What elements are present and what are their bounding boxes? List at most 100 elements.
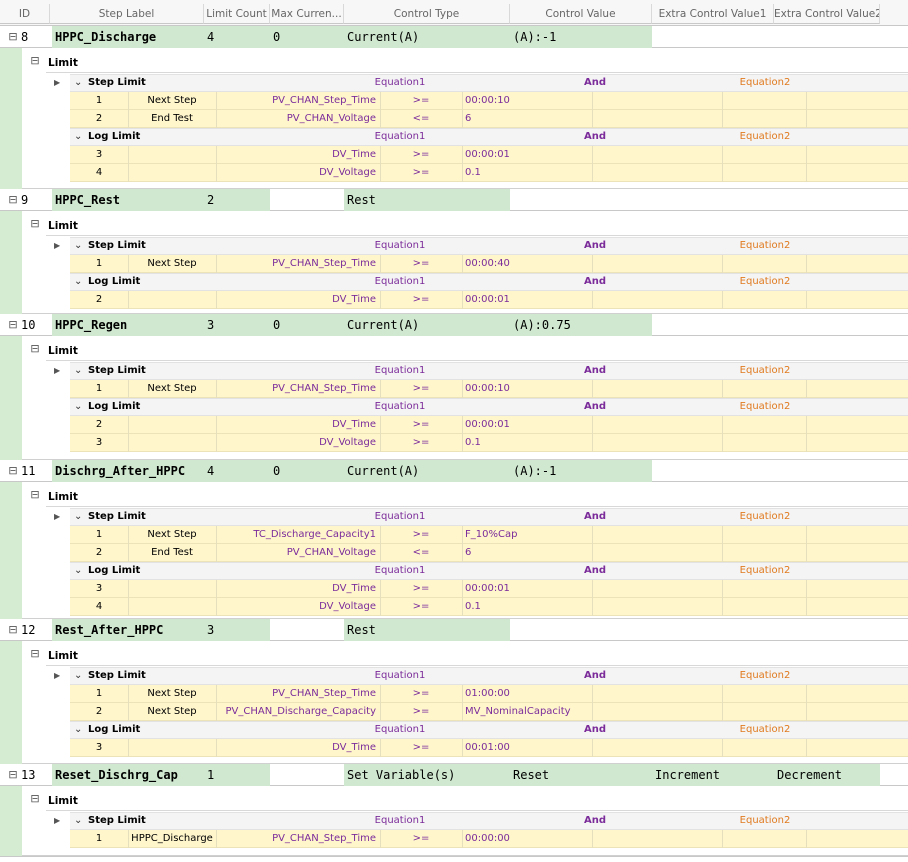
- limit-operator[interactable]: <=: [412, 113, 430, 124]
- limit-action[interactable]: Next Step: [147, 383, 197, 394]
- max-current-cell[interactable]: 0: [270, 460, 344, 482]
- limit-count-cell[interactable]: 1: [204, 764, 270, 786]
- limit-variable[interactable]: TC_Discharge_Capacity1: [253, 529, 376, 540]
- limit-operator[interactable]: >=: [412, 149, 430, 160]
- limit-row[interactable]: [70, 416, 908, 434]
- limit-variable[interactable]: DV_Time: [332, 149, 376, 160]
- extra-value2-cell[interactable]: Decrement: [774, 764, 880, 786]
- max-current-cell[interactable]: [270, 764, 344, 786]
- limit-row[interactable]: [70, 598, 908, 616]
- col-id-header[interactable]: ID: [0, 4, 50, 24]
- extra-value2-cell[interactable]: [774, 26, 880, 48]
- expand-arrow-icon[interactable]: ▶: [54, 512, 61, 521]
- limit-operator[interactable]: >=: [412, 419, 430, 430]
- extra-value1-cell[interactable]: [652, 619, 774, 641]
- limit-variable[interactable]: DV_Time: [332, 742, 376, 753]
- limit-operator[interactable]: >=: [412, 167, 430, 178]
- col-extra-value1-header[interactable]: Extra Control Value1: [652, 4, 774, 24]
- expand-arrow-icon[interactable]: ▶: [54, 816, 61, 825]
- limit-row[interactable]: [70, 544, 908, 562]
- max-current-cell[interactable]: [270, 189, 344, 211]
- limit-row[interactable]: [70, 830, 908, 848]
- limit-count-cell[interactable]: 3: [204, 619, 270, 641]
- limit-row[interactable]: [70, 739, 908, 757]
- limit-row[interactable]: [70, 164, 908, 182]
- col-control-type-header[interactable]: Control Type: [344, 4, 510, 24]
- control-type-cell[interactable]: Current(A): [344, 26, 510, 48]
- limit-action[interactable]: Next Step: [147, 688, 197, 699]
- limit-operator[interactable]: >=: [412, 706, 430, 717]
- chevron-down-icon[interactable]: ⌄: [74, 815, 83, 826]
- limit-value[interactable]: 0.1: [465, 601, 481, 612]
- control-value-cell[interactable]: [510, 189, 652, 211]
- limit-action[interactable]: HPPC_Discharge: [131, 833, 213, 844]
- extra-value2-cell[interactable]: [774, 460, 880, 482]
- max-current-cell[interactable]: 0: [270, 314, 344, 336]
- control-type-cell[interactable]: Current(A): [344, 314, 510, 336]
- limit-value[interactable]: 00:00:01: [465, 294, 510, 305]
- limit-action[interactable]: [128, 146, 216, 164]
- limit-value[interactable]: F_10%Cap: [465, 529, 518, 540]
- limit-value[interactable]: 01:00:00: [465, 688, 510, 699]
- limit-operator[interactable]: >=: [412, 688, 430, 699]
- limit-action[interactable]: Next Step: [147, 258, 197, 269]
- chevron-down-icon[interactable]: ⌄: [74, 131, 83, 142]
- limit-action[interactable]: Next Step: [147, 706, 197, 717]
- limit-variable[interactable]: PV_CHAN_Voltage: [286, 113, 376, 124]
- limit-row[interactable]: [70, 434, 908, 452]
- limit-operator[interactable]: >=: [412, 583, 430, 594]
- limit-row[interactable]: [70, 526, 908, 544]
- expand-arrow-icon[interactable]: ▶: [54, 241, 61, 250]
- col-limit-count-header[interactable]: Limit Count: [204, 4, 270, 24]
- extra-value1-cell[interactable]: [652, 26, 774, 48]
- limit-variable[interactable]: DV_Voltage: [319, 601, 376, 612]
- limit-action[interactable]: Next Step: [147, 529, 197, 540]
- step-label-cell[interactable]: Dischrg_After_HPPC: [52, 460, 204, 482]
- expand-arrow-icon[interactable]: ▶: [54, 366, 61, 375]
- limit-collapse-icon[interactable]: ⊟: [30, 342, 40, 355]
- collapse-toggle-icon[interactable]: ⊟: [8, 318, 18, 331]
- limit-variable[interactable]: PV_CHAN_Voltage: [286, 547, 376, 558]
- col-max-current-header[interactable]: Max Curren...: [270, 4, 344, 24]
- control-type-cell[interactable]: Rest: [344, 189, 510, 211]
- limit-variable[interactable]: PV_CHAN_Step_Time: [272, 688, 376, 699]
- limit-operator[interactable]: >=: [412, 601, 430, 612]
- limit-variable[interactable]: DV_Time: [332, 294, 376, 305]
- limit-row[interactable]: [70, 580, 908, 598]
- collapse-toggle-icon[interactable]: ⊟: [8, 193, 18, 206]
- col-control-value-header[interactable]: Control Value: [510, 4, 652, 24]
- expand-arrow-icon[interactable]: ▶: [54, 671, 61, 680]
- extra-value1-cell[interactable]: [652, 314, 774, 336]
- control-value-cell[interactable]: (A):0.75: [510, 314, 652, 336]
- chevron-down-icon[interactable]: ⌄: [74, 565, 83, 576]
- chevron-down-icon[interactable]: ⌄: [74, 276, 83, 287]
- limit-value[interactable]: 00:00:40: [465, 258, 510, 269]
- chevron-down-icon[interactable]: ⌄: [74, 401, 83, 412]
- limit-value[interactable]: 6: [465, 113, 472, 124]
- limit-value[interactable]: 00:00:10: [465, 95, 510, 106]
- limit-row[interactable]: [70, 110, 908, 128]
- limit-action[interactable]: [128, 434, 216, 452]
- limit-variable[interactable]: DV_Time: [332, 583, 376, 594]
- limit-operator[interactable]: >=: [412, 833, 430, 844]
- extra-value1-cell[interactable]: Increment: [652, 764, 774, 786]
- limit-action[interactable]: [128, 164, 216, 182]
- limit-action[interactable]: [128, 598, 216, 616]
- expand-arrow-icon[interactable]: ▶: [54, 78, 61, 87]
- col-extra-value2-header[interactable]: Extra Control Value2: [774, 4, 880, 24]
- extra-value2-cell[interactable]: [774, 314, 880, 336]
- limit-action[interactable]: [128, 580, 216, 598]
- limit-collapse-icon[interactable]: ⊟: [30, 54, 40, 67]
- control-type-cell[interactable]: Set Variable(s): [344, 764, 510, 786]
- limit-row[interactable]: [70, 92, 908, 110]
- extra-value2-cell[interactable]: [774, 619, 880, 641]
- limit-action[interactable]: [128, 739, 216, 757]
- limit-value[interactable]: 0.1: [465, 437, 481, 448]
- limit-value[interactable]: 00:00:01: [465, 419, 510, 430]
- extra-value1-cell[interactable]: [652, 460, 774, 482]
- limit-collapse-icon[interactable]: ⊟: [30, 792, 40, 805]
- collapse-toggle-icon[interactable]: ⊟: [8, 623, 18, 636]
- limit-variable[interactable]: PV_CHAN_Discharge_Capacity: [225, 706, 376, 717]
- collapse-toggle-icon[interactable]: ⊟: [8, 30, 18, 43]
- limit-count-cell[interactable]: 3: [204, 314, 270, 336]
